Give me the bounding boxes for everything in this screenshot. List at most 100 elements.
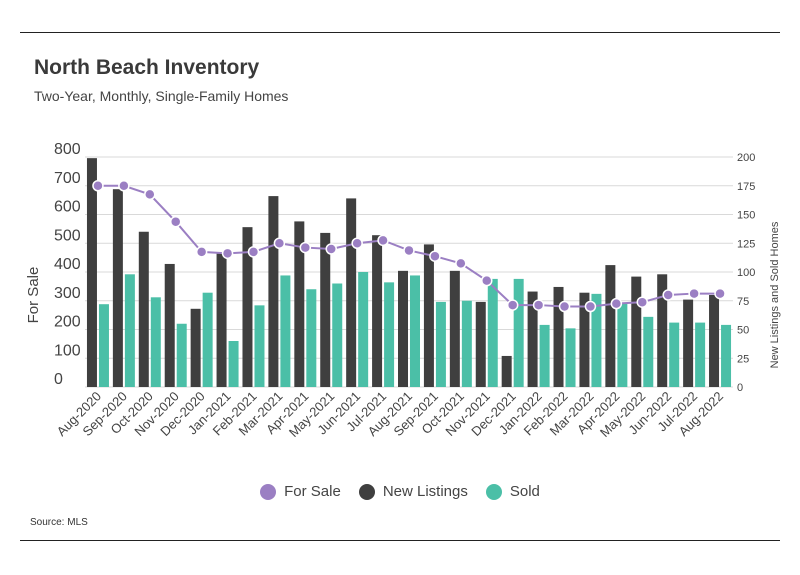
sold-bar — [669, 322, 680, 387]
y2-tick-label: 25 — [737, 353, 749, 365]
y2-tick-label: 100 — [737, 267, 755, 279]
sold-bar — [150, 297, 161, 387]
new-listings-bar — [138, 231, 149, 387]
sold-bar — [695, 322, 706, 387]
new-listings-bar — [112, 189, 123, 387]
sold-bar — [643, 316, 654, 387]
for-sale-point — [558, 300, 571, 313]
new-listings-bar — [164, 263, 175, 387]
new-listings-bar — [449, 270, 460, 387]
y2-tick-label: 75 — [737, 296, 749, 308]
sold-bar — [254, 305, 265, 387]
y-tick-label: 600 — [54, 199, 81, 216]
for-sale-point — [506, 299, 519, 311]
for-sale-point — [636, 296, 649, 308]
y-tick-label: 700 — [54, 170, 81, 187]
sold-bar — [306, 289, 317, 387]
sold-bar — [410, 275, 420, 387]
for-sale-point — [247, 246, 260, 258]
sold-bar — [461, 300, 472, 387]
legend-item-new-listings: New Listings — [358, 483, 468, 500]
y2-tick-label: 175 — [737, 181, 755, 193]
sold-bar — [98, 304, 109, 387]
y-tick-label: 500 — [54, 227, 81, 244]
sold-bar — [228, 341, 239, 387]
for-sale-point — [714, 287, 726, 300]
new-listings-bar — [657, 274, 668, 387]
new-listings-bar — [475, 301, 486, 387]
for-sale-point — [144, 188, 156, 201]
for-sale-point — [169, 215, 182, 228]
sold-bar — [435, 301, 446, 387]
y2-tick-label: 125 — [737, 238, 755, 250]
sold-bar — [384, 282, 395, 387]
sold-bar — [721, 324, 732, 387]
chart-title: North Beach Inventory — [34, 56, 260, 79]
for-sale-point — [662, 289, 674, 301]
sold-bar — [202, 292, 213, 387]
new-listings-bar — [709, 295, 720, 387]
new-listings-bar — [579, 292, 590, 387]
sold-bar — [565, 328, 576, 387]
for-sale-point — [377, 234, 389, 247]
new-listings-bar — [631, 276, 642, 387]
for-sale-point — [688, 287, 700, 300]
for-sale-point — [325, 243, 337, 255]
sold-bar — [591, 293, 602, 387]
for-sale-point — [403, 244, 415, 257]
new-listings-bar — [294, 221, 305, 387]
for-sale-point — [429, 250, 441, 262]
for-sale-point — [92, 180, 104, 192]
for-sale-point — [273, 237, 286, 249]
legend-item-for-sale: For Sale — [260, 483, 341, 500]
sold-bar — [617, 303, 628, 387]
new-listings-bar — [190, 308, 201, 387]
top-rule — [20, 32, 780, 33]
for-sale-point — [481, 274, 493, 287]
for-sale-point — [118, 180, 130, 192]
new-listings-bar — [346, 198, 357, 387]
for-sale-point — [195, 246, 208, 258]
new-listings-bar — [527, 291, 538, 387]
legend: For Sale New Listings Sold — [0, 483, 800, 500]
new-listings-bar — [605, 265, 616, 387]
new-listings-bar — [683, 299, 694, 387]
new-listings-bar — [216, 253, 227, 387]
new-listings-bar — [398, 270, 408, 387]
new-listings-bar — [372, 235, 383, 387]
sold-bar — [332, 283, 343, 387]
sold-bar — [513, 278, 524, 387]
chart-subtitle: Two-Year, Monthly, Single-Family Homes — [34, 88, 289, 104]
y-tick-label: 100 — [54, 342, 81, 359]
y-tick-label: 200 — [54, 314, 81, 331]
y2-tick-label: 50 — [737, 325, 749, 337]
source-note: Source: MLS — [30, 517, 88, 528]
new-listings-bar — [423, 244, 434, 387]
y-tick-label: 800 — [54, 141, 81, 158]
sold-bar — [280, 275, 291, 387]
y-tick-label: 400 — [54, 256, 81, 273]
legend-swatch-for-sale — [260, 483, 277, 500]
y2-tick-label: 200 — [737, 152, 755, 164]
sold-bar — [124, 274, 135, 387]
y2-tick-label: 0 — [737, 382, 743, 394]
for-sale-point — [532, 299, 545, 311]
y2-axis-label: New Listings and Sold Homes — [769, 221, 781, 368]
for-sale-point — [584, 300, 597, 313]
new-listings-bar — [268, 196, 279, 387]
y-tick-label: 0 — [54, 371, 63, 388]
new-listings-bar — [501, 355, 512, 387]
new-listings-bar — [86, 158, 97, 387]
y-axis-label: For Sale — [25, 267, 42, 324]
y2-tick-label: 150 — [737, 210, 755, 222]
for-sale-point — [221, 247, 234, 260]
legend-swatch-new-listings — [358, 483, 375, 500]
for-sale-point — [351, 237, 363, 249]
legend-label-for-sale: For Sale — [284, 483, 341, 500]
new-listings-bar — [320, 232, 331, 387]
sold-bar — [487, 278, 498, 387]
sold-bar — [176, 323, 187, 387]
sold-bar — [358, 272, 369, 387]
for-sale-point — [610, 297, 623, 310]
